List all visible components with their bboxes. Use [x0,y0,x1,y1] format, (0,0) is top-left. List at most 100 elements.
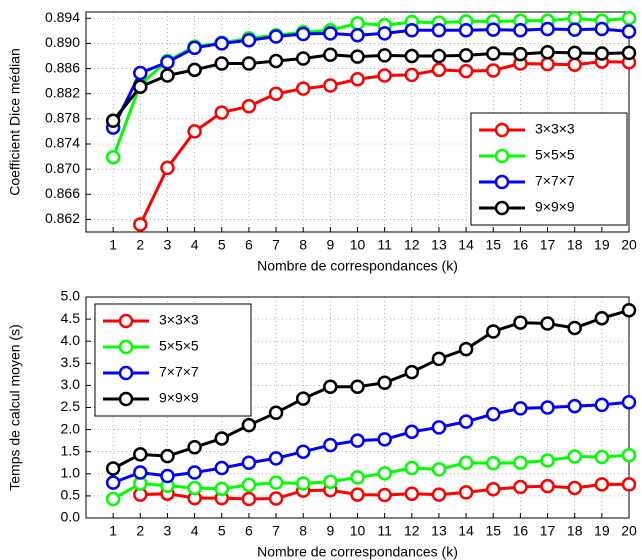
point [241,33,257,48]
y-tick-label: 0.882 [45,84,80,100]
point [295,26,311,42]
point [621,45,637,61]
point [431,62,447,78]
point [567,480,582,496]
point [621,477,637,492]
x-tick-label: 12 [404,237,420,253]
point [404,486,420,501]
x-tick-label: 12 [404,523,420,539]
point [214,56,229,71]
point [486,455,501,471]
point [268,405,284,421]
legend-label: 5×5×5 [159,338,199,354]
point [160,160,175,176]
point [540,44,555,60]
y-tick-label: 0.874 [45,135,80,151]
x-tick-label: 11 [377,237,392,253]
point [268,53,284,69]
y-tick-label: 1.0 [61,465,81,481]
point [323,47,338,62]
point [513,455,528,470]
legend-label: 9×9×9 [159,390,199,406]
legend-label: 7×7×7 [535,173,575,189]
point [350,433,365,448]
point [404,22,420,38]
point [377,466,392,481]
y-tick-label: 2.0 [61,420,81,436]
legend-marker [118,391,134,407]
legend-marker [494,148,510,164]
point [350,72,365,87]
point [513,479,528,495]
y-tick-label: 2.5 [61,398,81,414]
point [594,477,610,492]
point [404,364,420,380]
point [241,417,257,433]
x-tick-label: 14 [458,237,474,253]
x-tick-label: 16 [513,523,529,539]
x-axis-label: Nombre de correspondances (k) [257,544,458,560]
point [594,46,610,61]
point [323,379,338,394]
x-tick-label: 5 [218,523,226,539]
y-tick-label: 5.0 [61,288,81,304]
point [621,11,637,26]
point [377,375,392,390]
point [295,391,311,406]
point [295,444,311,459]
point [567,57,582,73]
point [486,324,501,339]
point [458,48,474,63]
x-axis-label: Nombre de correspondances (k) [257,258,458,274]
y-tick-label: 0.0 [61,509,81,525]
point [268,491,284,506]
x-tick-label: 17 [540,237,556,253]
y-axis-label: Coefficient Dice médian [7,48,23,196]
legend-label: 3×3×3 [159,312,199,328]
point [187,124,202,139]
point [268,29,284,44]
point [133,65,148,81]
point [540,400,555,415]
legend-marker [494,174,510,190]
legend-marker [118,365,134,381]
x-tick-label: 1 [109,237,117,253]
point [160,448,175,464]
point [540,21,555,37]
legend-marker [118,313,134,329]
x-tick-label: 4 [191,237,199,253]
point [567,449,582,464]
point [241,99,257,114]
point [105,491,121,507]
point [295,51,311,66]
point [431,48,447,64]
point [160,468,175,484]
point [377,432,392,447]
point [105,475,121,490]
x-tick-label: 5 [218,237,226,253]
x-tick-label: 11 [377,523,392,539]
x-tick-label: 9 [326,523,334,539]
point [567,45,582,61]
x-tick-label: 6 [245,523,253,539]
point [594,449,610,465]
point [513,22,528,38]
point [241,455,257,470]
legend-label: 9×9×9 [535,199,575,215]
point [350,28,365,43]
x-tick-label: 17 [540,523,556,539]
point [567,320,582,336]
point [404,460,420,476]
legend-marker [494,200,510,216]
point [133,465,148,480]
point [133,217,148,232]
point [214,36,229,51]
point [187,465,202,480]
point [323,437,338,453]
x-tick-label: 9 [326,237,334,253]
point [621,394,637,410]
x-tick-label: 13 [431,237,447,253]
point [540,453,555,468]
x-tick-label: 7 [272,523,280,539]
